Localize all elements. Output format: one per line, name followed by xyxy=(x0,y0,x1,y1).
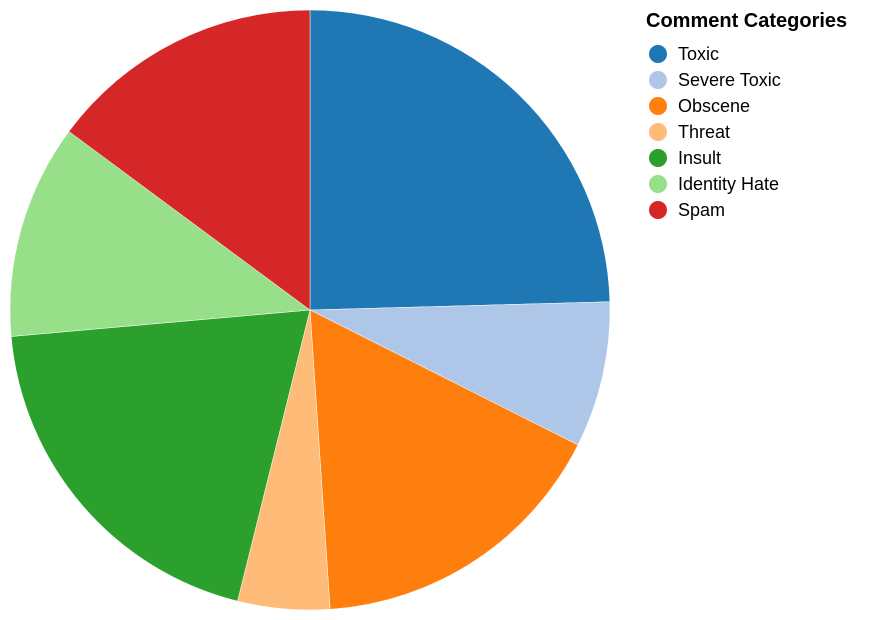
legend-label-threat: Threat xyxy=(678,122,730,142)
legend: Comment Categories Toxic Severe Toxic Obsc… xyxy=(646,10,847,220)
pie-slice-insult[interactable] xyxy=(10,309,311,602)
legend-swatch-insult xyxy=(649,149,667,167)
legend-swatch-threat xyxy=(649,123,667,141)
legend-label-spam: Spam xyxy=(678,200,725,220)
pie-slice-toxic[interactable] xyxy=(309,9,611,311)
legend-items: Toxic Severe Toxic Obscene Threat Insult Iden… xyxy=(649,44,781,220)
legend-swatch-identity-hate xyxy=(649,175,667,193)
pie-slice-identity-hate[interactable] xyxy=(9,131,311,337)
legend-swatch-toxic xyxy=(649,45,667,63)
legend-label-identity-hate: Identity Hate xyxy=(678,174,779,194)
legend-swatch-severe-toxic xyxy=(649,71,667,89)
legend-label-toxic: Toxic xyxy=(678,44,719,64)
legend-label-obscene: Obscene xyxy=(678,96,750,116)
legend-swatch-obscene xyxy=(649,97,667,115)
legend-title: Comment Categories xyxy=(646,10,847,32)
pie-slice-spam[interactable] xyxy=(68,9,311,311)
legend-label-severe-toxic: Severe Toxic xyxy=(678,70,781,90)
pie-slices xyxy=(9,9,611,611)
legend-label-insult: Insult xyxy=(678,148,721,168)
legend-swatch-spam xyxy=(649,201,667,219)
pie-slice-obscene[interactable] xyxy=(309,309,579,610)
pie-slice-severe-toxic[interactable] xyxy=(309,301,611,446)
